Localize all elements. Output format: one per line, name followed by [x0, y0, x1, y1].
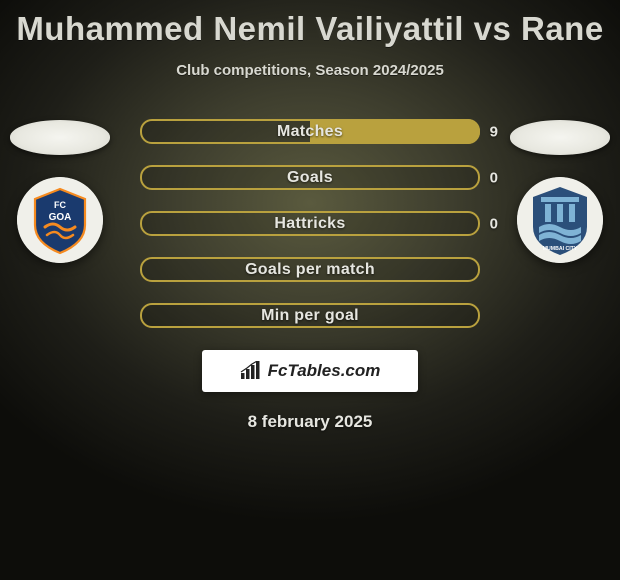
stat-row: Min per goal [140, 303, 480, 328]
club-badge-right: MUMBAI CITY [517, 177, 603, 263]
club-badge-left: FC GOA [17, 177, 103, 263]
bar-chart-icon [240, 361, 262, 381]
fc-goa-badge-icon: FC GOA [17, 177, 103, 263]
mumbai-city-badge-icon: MUMBAI CITY [517, 177, 603, 263]
player-left-photo [10, 120, 110, 155]
stat-label: Hattricks [274, 215, 345, 233]
player-left-panel: FC GOA [0, 120, 120, 263]
svg-text:MUMBAI CITY: MUMBAI CITY [543, 246, 578, 252]
stat-value-right: 0 [490, 215, 498, 232]
subtitle: Club competitions, Season 2024/2025 [0, 62, 620, 79]
watermark-text: FcTables.com [268, 361, 381, 381]
date-text: 8 february 2025 [0, 412, 620, 432]
stat-label: Goals per match [245, 261, 375, 279]
player-right-photo [510, 120, 610, 155]
stat-row: Hattricks0 [140, 211, 480, 236]
stat-label: Matches [277, 123, 343, 141]
stat-row: Matches9 [140, 119, 480, 144]
stat-label: Goals [287, 169, 333, 187]
content-root: Muhammed Nemil Vailiyattil vs Rane Club … [0, 0, 620, 580]
svg-text:GOA: GOA [49, 212, 72, 223]
player-right-panel: MUMBAI CITY [500, 120, 620, 263]
svg-text:FC: FC [54, 200, 66, 210]
watermark-box: FcTables.com [202, 350, 418, 392]
stat-label: Min per goal [261, 307, 359, 325]
page-title: Muhammed Nemil Vailiyattil vs Rane [0, 0, 620, 48]
stat-value-right: 0 [490, 169, 498, 186]
stat-row: Goals per match [140, 257, 480, 282]
stat-value-right: 9 [490, 123, 498, 140]
stat-row: Goals0 [140, 165, 480, 190]
